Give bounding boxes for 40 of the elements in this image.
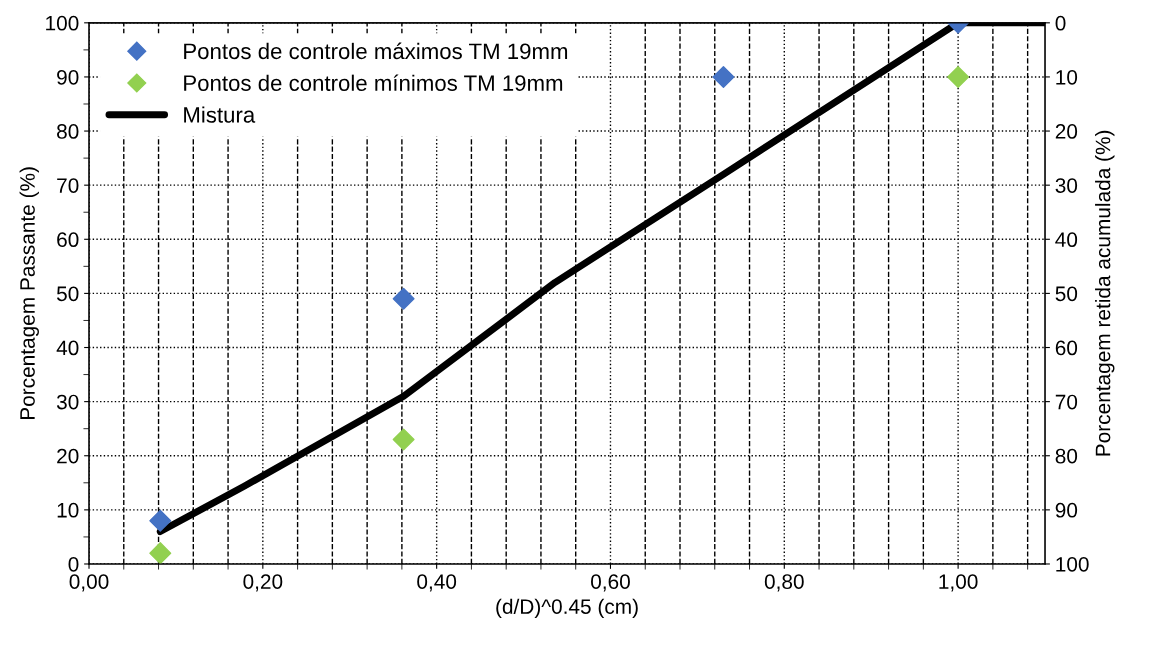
y2-tick-label: 90 <box>1055 502 1078 518</box>
y2-tick-label: 10 <box>1056 69 1078 85</box>
y2-tick-label: 0 <box>1055 15 1066 31</box>
y-tick-label: 20 <box>57 448 79 464</box>
y-tick-label: 30 <box>56 394 79 410</box>
point <box>392 428 415 451</box>
y-tick-label: 0 <box>68 556 79 572</box>
y-tick-label: 60 <box>57 232 79 248</box>
point <box>149 509 172 532</box>
y2-tick-label: 80 <box>1055 448 1078 464</box>
x-tick-label: 0,00 <box>69 574 109 592</box>
y2-tick-label: 40 <box>1055 232 1078 248</box>
point <box>149 542 172 564</box>
y-tick-label: 10 <box>57 502 79 518</box>
y-axis-title: Porcentagem Passante (%) <box>19 167 39 420</box>
x-tick-label: 0,80 <box>764 574 804 592</box>
y2-tick-label: 70 <box>1055 394 1078 410</box>
y-tick-label: 40 <box>56 340 79 356</box>
x-tick-label: 0,60 <box>591 574 630 592</box>
y2-tick-label: 30 <box>1055 178 1078 193</box>
y2-tick-label: 60 <box>1055 340 1078 356</box>
x-tick-label: 0,20 <box>243 574 283 592</box>
legend-label: Pontos de controle mínimos TM 19mm <box>184 74 563 91</box>
y2-axis-title: Porcentagem retida acumulada (%) <box>1095 130 1115 456</box>
y-tick-label: 90 <box>57 69 79 85</box>
y-tick-label: 50 <box>56 286 79 302</box>
y-tick-label: 80 <box>57 124 79 139</box>
y-tick-label: 70 <box>57 178 79 193</box>
y2-tick-label: 100 <box>1056 556 1089 572</box>
point <box>947 65 970 88</box>
x-tick-label: 1,00 <box>939 574 978 592</box>
legend-label: Mistura <box>184 106 256 123</box>
y2-tick-label: 20 <box>1055 124 1078 139</box>
legend-label: Pontos de controle máximos TM 19mm <box>184 42 568 60</box>
y-tick-label: 100 <box>46 15 79 31</box>
x-axis-title: (d/D)^0.45 (cm) <box>496 598 638 619</box>
point <box>712 65 735 88</box>
x-tick-label: 0,40 <box>417 574 457 592</box>
point <box>392 287 415 310</box>
y2-tick-label: 50 <box>1055 286 1078 302</box>
